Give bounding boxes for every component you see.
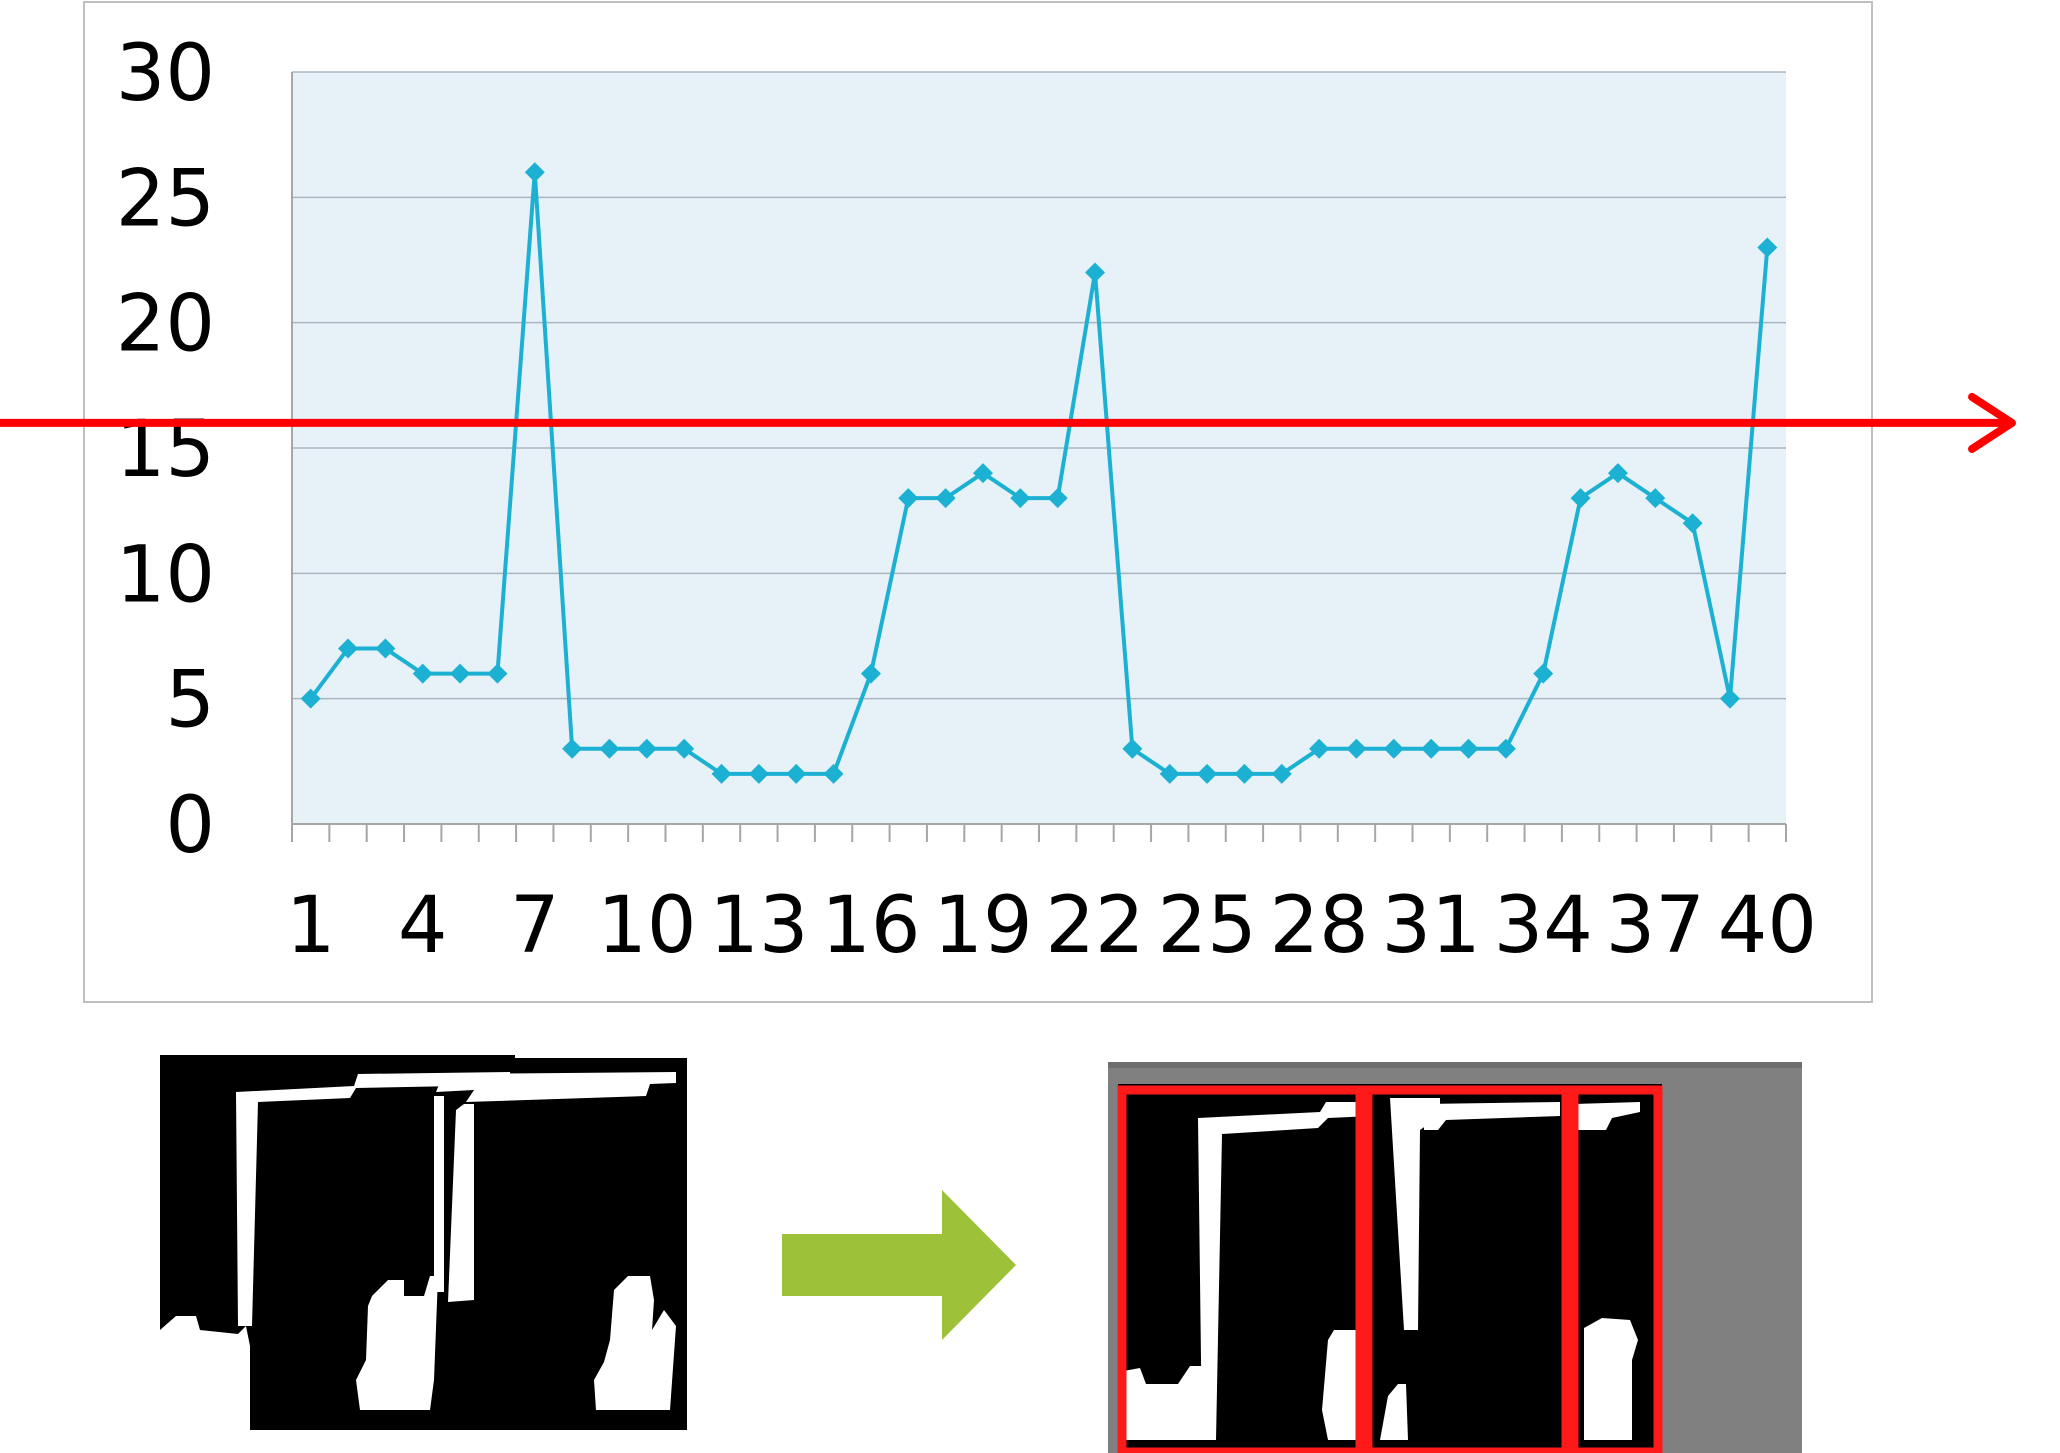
segmented-character-image xyxy=(1108,1062,1802,1453)
threshold-arrowhead xyxy=(1968,392,2016,453)
data-point xyxy=(823,763,844,784)
gridlines xyxy=(292,71,1786,700)
y-tick-label: 25 xyxy=(116,154,215,244)
segment-box xyxy=(1363,1085,1571,1453)
segment-box xyxy=(1117,1085,1365,1453)
data-point xyxy=(1682,513,1703,534)
data-point xyxy=(599,738,620,759)
data-point xyxy=(300,688,321,709)
data-point xyxy=(1010,488,1031,509)
series-line xyxy=(309,172,1770,776)
data-point xyxy=(1197,763,1218,784)
data-point xyxy=(1383,738,1404,759)
data-point xyxy=(786,763,807,784)
data-point xyxy=(450,663,471,684)
data-point xyxy=(338,638,359,659)
x-tick-label: 40 xyxy=(1718,881,1817,971)
y-tick-labels: 0 5 10 15 20 25 30 xyxy=(116,29,215,871)
data-point xyxy=(1607,463,1628,484)
binarized-character-image xyxy=(160,1055,687,1430)
data-point xyxy=(1234,763,1255,784)
x-tick-label: 19 xyxy=(933,881,1032,971)
x-tick-label: 16 xyxy=(821,881,920,971)
data-point xyxy=(711,763,732,784)
data-point xyxy=(1458,738,1479,759)
x-tick-label: 37 xyxy=(1606,881,1705,971)
x-tick-label: 22 xyxy=(1045,881,1144,971)
data-point xyxy=(636,738,657,759)
data-point xyxy=(972,463,993,484)
data-point xyxy=(674,738,695,759)
data-point xyxy=(1047,488,1068,509)
x-tick-labels: 1 4 7 10 13 16 19 22 25 28 31 34 37 40 xyxy=(286,881,1817,971)
x-tick-label: 13 xyxy=(709,881,808,971)
series-group xyxy=(300,162,1778,784)
data-point xyxy=(1719,688,1740,709)
data-point xyxy=(375,638,396,659)
data-point xyxy=(1122,738,1143,759)
y-tick-label: 30 xyxy=(116,29,215,119)
y-tick-label: 10 xyxy=(116,530,215,620)
green-right-arrow xyxy=(782,1190,1016,1340)
x-ticks xyxy=(291,824,1787,842)
threshold-arrow xyxy=(0,392,2016,453)
data-point xyxy=(1570,488,1591,509)
x-tick-label: 25 xyxy=(1157,881,1256,971)
data-point xyxy=(1159,763,1180,784)
data-point xyxy=(1495,738,1516,759)
y-tick-label: 15 xyxy=(116,405,215,495)
x-tick-label: 10 xyxy=(597,881,696,971)
data-point xyxy=(1421,738,1442,759)
data-point xyxy=(860,663,881,684)
y-tick-label: 20 xyxy=(116,280,215,370)
segment-box xyxy=(1569,1085,1663,1453)
data-point xyxy=(412,663,433,684)
data-point xyxy=(487,663,508,684)
data-point xyxy=(1271,763,1292,784)
data-point xyxy=(898,488,919,509)
data-point xyxy=(1346,738,1367,759)
x-tick-label: 31 xyxy=(1382,881,1481,971)
x-tick-label: 4 xyxy=(398,881,448,971)
data-point xyxy=(562,738,583,759)
y-tick-label: 0 xyxy=(165,781,215,871)
y-tick-label: 5 xyxy=(165,656,215,746)
data-point xyxy=(524,162,545,183)
data-point xyxy=(1085,262,1106,283)
x-tick-label: 28 xyxy=(1269,881,1368,971)
data-point xyxy=(935,488,956,509)
data-point xyxy=(1533,663,1554,684)
data-point xyxy=(1645,488,1666,509)
x-tick-label: 1 xyxy=(286,881,336,971)
data-point xyxy=(748,763,769,784)
data-point xyxy=(1309,738,1330,759)
x-tick-label: 34 xyxy=(1494,881,1593,971)
x-tick-label: 7 xyxy=(510,881,560,971)
data-point xyxy=(1757,237,1778,258)
